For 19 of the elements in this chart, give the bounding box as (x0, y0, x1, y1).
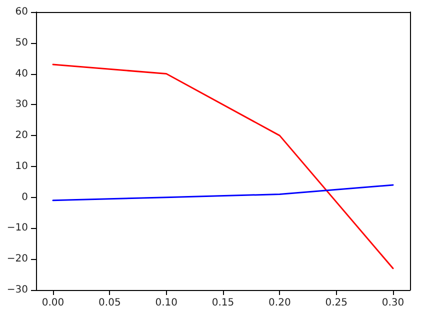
y-tick-label: 0 (22, 192, 28, 203)
y-tick-label: 30 (15, 99, 28, 110)
x-tick-label: 0.00 (42, 298, 64, 308)
y-tick-label: 50 (15, 37, 28, 48)
y-tick-label: −10 (6, 222, 28, 234)
x-tick-label: 0.05 (98, 298, 121, 308)
line-series (52, 64, 394, 270)
line-series (52, 184, 394, 202)
x-tick-label: 0.20 (268, 298, 291, 308)
x-tick-label: 0.25 (325, 298, 348, 308)
x-tick-label: 0.30 (382, 298, 404, 308)
y-tick-label: −20 (6, 254, 28, 265)
x-tick-label: 0.10 (155, 298, 178, 308)
x-tick-label: 0.15 (212, 298, 234, 308)
y-tick-label: 10 (15, 160, 28, 172)
y-tick-label: 20 (15, 130, 28, 142)
y-tick-label: 60 (15, 6, 28, 18)
y-tick-label: −30 (6, 284, 28, 296)
y-tick-label: 40 (15, 68, 28, 80)
